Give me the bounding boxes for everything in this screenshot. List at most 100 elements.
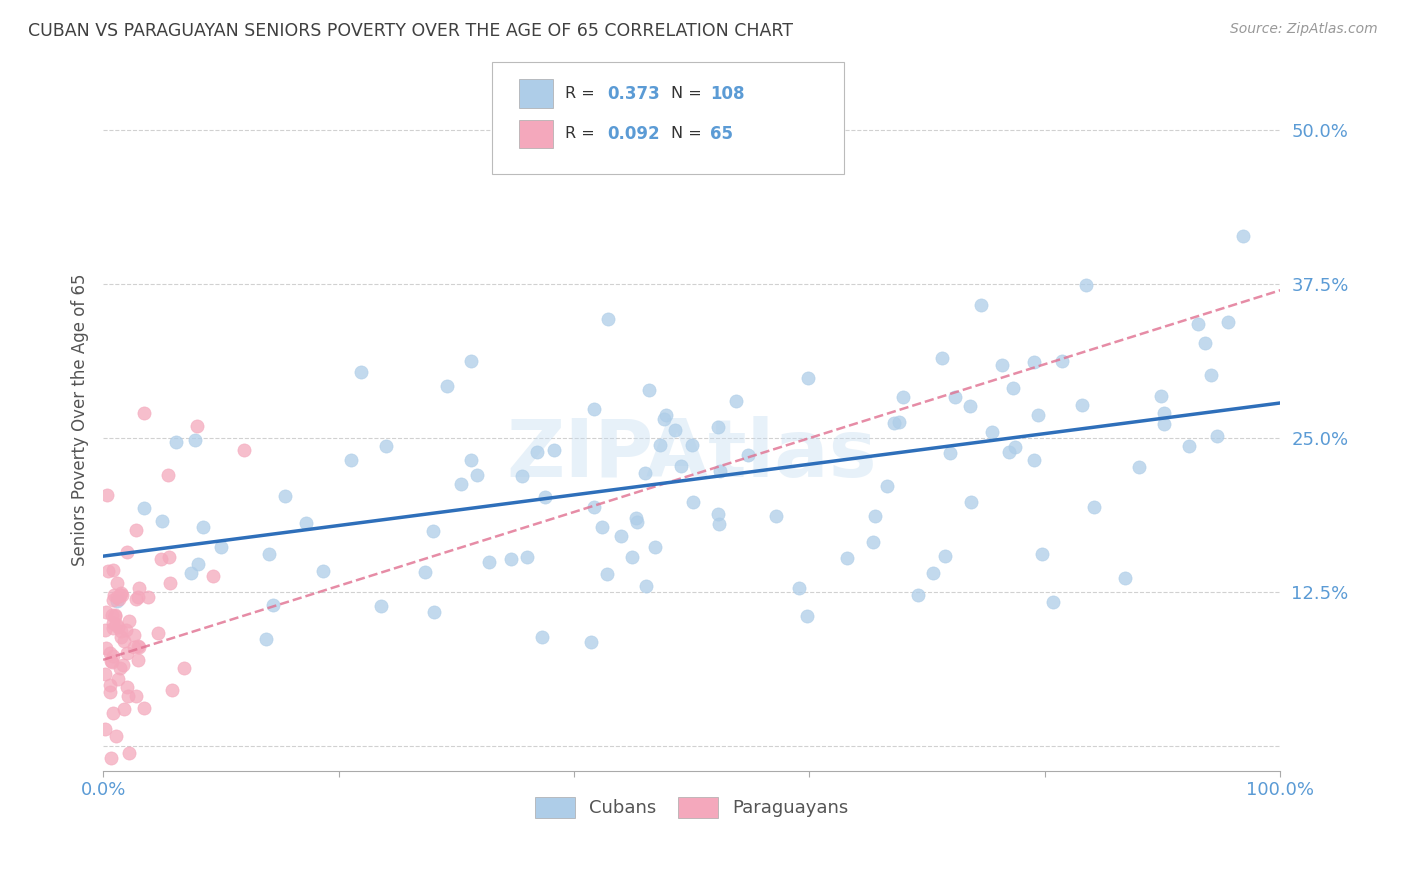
Point <box>1153 406 1175 420</box>
Point <box>111 658 134 673</box>
Point <box>706 420 728 434</box>
Point <box>531 631 554 645</box>
Point <box>938 445 960 459</box>
Point <box>652 412 675 426</box>
Point <box>1022 453 1045 467</box>
Point <box>1070 398 1092 412</box>
Point <box>862 535 884 549</box>
Point <box>516 549 538 564</box>
Text: CUBAN VS PARAGUAYAN SENIORS POVERTY OVER THE AGE OF 65 CORRELATION CHART: CUBAN VS PARAGUAYAN SENIORS POVERTY OVER… <box>28 22 793 40</box>
Point <box>707 507 730 521</box>
Point <box>201 568 224 582</box>
Point <box>98 685 121 699</box>
Point <box>108 591 131 606</box>
Point <box>1028 408 1050 422</box>
Point <box>959 494 981 508</box>
Point <box>501 552 523 566</box>
Point <box>295 516 318 530</box>
Point <box>1031 547 1053 561</box>
Point <box>596 566 619 581</box>
Point <box>907 588 929 602</box>
Point <box>922 566 945 580</box>
Point <box>1149 389 1171 403</box>
Point <box>883 416 905 430</box>
Point <box>891 390 914 404</box>
Point <box>105 617 128 632</box>
Point <box>94 667 117 681</box>
Point <box>110 630 132 644</box>
Point <box>636 579 658 593</box>
Point <box>340 452 363 467</box>
Point <box>118 746 141 760</box>
Point <box>117 689 139 703</box>
Point <box>209 540 232 554</box>
Point <box>626 516 648 530</box>
Point <box>101 655 124 669</box>
Point <box>101 563 124 577</box>
Text: 0.092: 0.092 <box>607 125 659 143</box>
Point <box>150 552 173 566</box>
Y-axis label: Seniors Poverty Over the Age of 65: Seniors Poverty Over the Age of 65 <box>72 273 89 566</box>
Point <box>876 479 898 493</box>
Point <box>233 443 256 458</box>
Point <box>1074 277 1097 292</box>
Point <box>125 523 148 537</box>
Point <box>533 490 555 504</box>
Point <box>626 510 648 524</box>
Point <box>526 445 548 459</box>
Point <box>165 434 187 449</box>
Point <box>110 588 132 602</box>
Point <box>796 609 818 624</box>
Point <box>97 564 120 578</box>
Point <box>122 628 145 642</box>
Point <box>582 401 605 416</box>
Point <box>423 605 446 619</box>
Point <box>787 582 810 596</box>
Point <box>709 464 731 478</box>
Point <box>115 545 138 559</box>
Point <box>413 565 436 579</box>
Point <box>180 566 202 580</box>
Point <box>1052 354 1074 368</box>
Text: 65: 65 <box>710 125 733 143</box>
Point <box>103 593 125 607</box>
Point <box>460 354 482 368</box>
Point <box>262 598 284 612</box>
Point <box>581 635 603 649</box>
Point <box>100 654 122 668</box>
Point <box>460 453 482 467</box>
Point <box>1022 355 1045 369</box>
Point <box>1153 417 1175 431</box>
Point <box>725 393 748 408</box>
Point <box>98 678 121 692</box>
Point <box>1187 318 1209 332</box>
Point <box>124 640 146 655</box>
Point <box>598 311 620 326</box>
Point <box>132 501 155 516</box>
Point <box>191 520 214 534</box>
Point <box>648 438 671 452</box>
Point <box>981 425 1004 439</box>
Point <box>257 547 280 561</box>
Point <box>644 540 666 554</box>
Point <box>115 623 138 637</box>
Point <box>128 581 150 595</box>
Point <box>969 298 991 312</box>
Text: N =: N = <box>671 87 707 101</box>
Point <box>107 672 129 686</box>
Point <box>990 359 1012 373</box>
Point <box>620 549 643 564</box>
Point <box>664 423 686 437</box>
Point <box>1042 594 1064 608</box>
Point <box>707 517 730 532</box>
Point <box>478 555 501 569</box>
Point <box>609 529 631 543</box>
Point <box>931 351 953 365</box>
Point <box>127 640 149 654</box>
Point <box>998 445 1021 459</box>
Point <box>105 576 128 591</box>
Point <box>105 590 128 604</box>
Point <box>98 646 121 660</box>
Point <box>1004 440 1026 454</box>
Point <box>132 701 155 715</box>
